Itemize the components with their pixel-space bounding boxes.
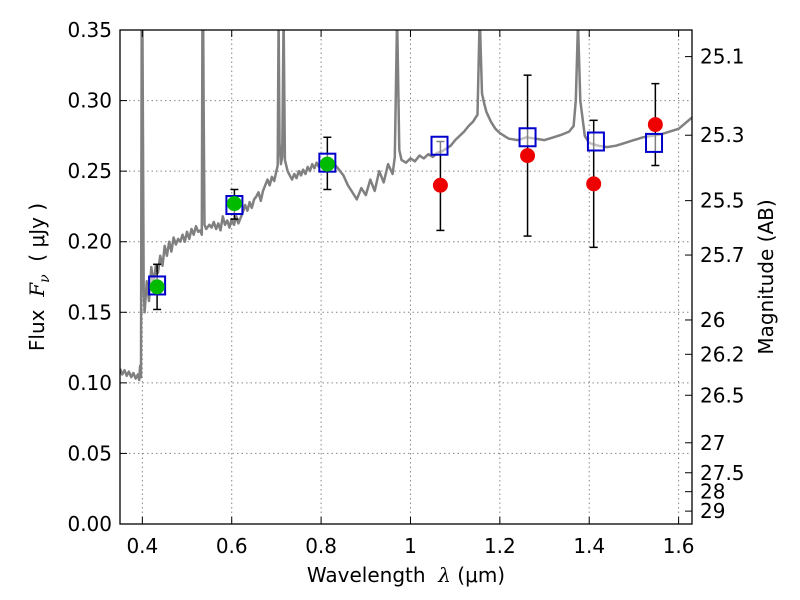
y-axis-title-symbol: F	[25, 282, 49, 298]
x-axis-title: Wavelength λ (μm)	[307, 563, 505, 587]
y-axis-title-unit: ( μJy )	[25, 203, 49, 275]
x-tick-label: 0.4	[126, 534, 158, 558]
model-square	[518, 127, 537, 148]
optical-point	[149, 279, 165, 295]
x-axis-title-symbol: λ	[437, 563, 451, 587]
magnitude-tick-label: 25.3	[700, 123, 745, 147]
x-tick-labels: 0.4 0.6 0.8 1 1.2 1.4 1.6	[126, 534, 694, 558]
x-tick-label: 0.8	[305, 534, 337, 558]
nir-point	[520, 148, 536, 164]
model-square	[430, 135, 449, 156]
model-square	[645, 132, 664, 153]
y-tick-label: 0.15	[67, 300, 112, 324]
model-square	[586, 131, 605, 152]
y-tick-label: 0.20	[67, 230, 112, 254]
y-tick-label: 0.10	[67, 371, 112, 395]
magnitude-tick-label: 25.1	[700, 45, 745, 69]
nir-point	[586, 176, 602, 192]
y-axis-title-prefix: Flux	[25, 297, 49, 351]
y-tick-label: 0.35	[67, 18, 112, 42]
magnitude-axis-title: Magnitude (AB)	[754, 199, 778, 354]
nir-point	[647, 117, 663, 133]
y-tick-label: 0.25	[67, 159, 112, 183]
magnitude-tick-label: 28	[700, 480, 725, 504]
nir-point	[432, 177, 448, 193]
observed-photometry-points	[149, 117, 663, 295]
magnitude-tick-label: 27.5	[700, 461, 745, 485]
magnitude-tick-label: 25.7	[700, 243, 745, 267]
magnitude-tick-label: 26.2	[700, 342, 745, 366]
x-tick-label: 1.4	[573, 534, 605, 558]
magnitude-tick-label: 29	[700, 499, 725, 523]
y-tick-label: 0.30	[67, 89, 112, 113]
magnitude-tick-label: 25.5	[700, 189, 745, 213]
y-tick-label: 0.00	[67, 512, 112, 536]
magnitude-tick-label: 27	[700, 431, 725, 455]
x-axis-title-prefix: Wavelength	[307, 563, 438, 587]
x-tick-label: 1.6	[663, 534, 695, 558]
template-spectrum-line	[120, 30, 692, 382]
optical-point	[226, 196, 242, 212]
y-axis-title-subscript: ν	[37, 274, 53, 283]
x-tick-label: 1	[404, 534, 417, 558]
axis-ticks	[120, 29, 692, 525]
x-tick-label: 1.2	[484, 534, 516, 558]
x-axis-title-unit: (μm)	[451, 563, 505, 587]
magnitude-tick-label: 26.5	[700, 383, 745, 407]
y-tick-label: 0.05	[67, 441, 112, 465]
plot-background	[120, 30, 692, 524]
optical-point	[319, 156, 335, 172]
y-tick-labels: 0.00 0.05 0.10 0.15 0.20 0.25 0.30 0.35	[67, 18, 112, 536]
y-axis-title: Flux Fν ( μJy )	[25, 203, 53, 351]
plot-frame	[119, 29, 693, 525]
magnitude-tick-label: 26	[700, 308, 725, 332]
x-tick-label: 0.6	[216, 534, 248, 558]
